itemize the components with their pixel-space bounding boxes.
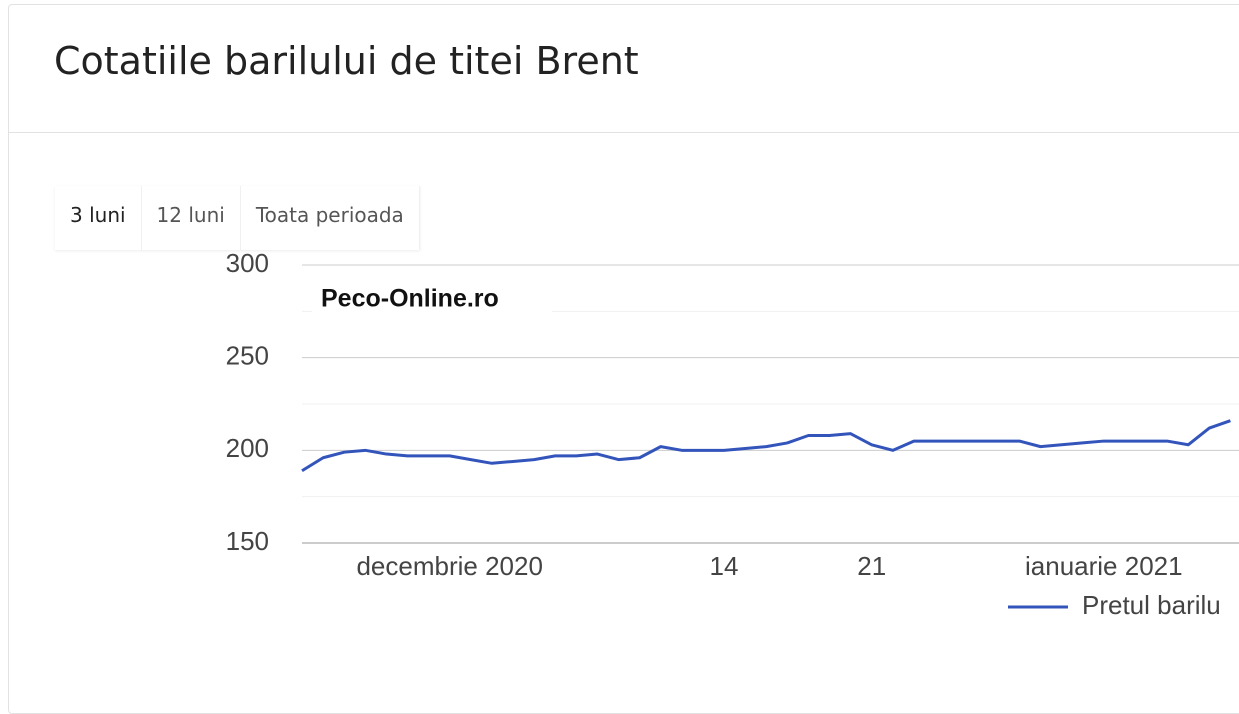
y-tick-label: 200 bbox=[226, 433, 269, 463]
tab[interactable]: 12 luni bbox=[142, 186, 241, 250]
x-tick-label: ianuarie 2021 bbox=[1025, 551, 1183, 581]
y-tick-label: 150 bbox=[226, 526, 269, 556]
annotation-bg bbox=[312, 282, 552, 316]
tab[interactable]: 3 luni bbox=[55, 186, 142, 250]
legend-label: Pretul barilu bbox=[1082, 590, 1221, 620]
series-line bbox=[301, 419, 1231, 472]
x-tick-label: 14 bbox=[710, 551, 739, 581]
card-header: Cotatiile barilului de titei Brent bbox=[9, 5, 1239, 133]
tab-bar: 3 luni 12 luni Toata perioada bbox=[55, 186, 420, 250]
tab[interactable]: Toata perioada bbox=[241, 186, 420, 250]
annotation: Peco-Online.ro bbox=[321, 285, 499, 313]
x-tick-label: 21 bbox=[857, 551, 886, 581]
y-tick-label: 250 bbox=[226, 341, 269, 371]
card-title: Cotatiile barilului de titei Brent bbox=[54, 39, 639, 83]
x-tick-label: decembrie 2020 bbox=[356, 551, 542, 581]
y-tick-label: 300 bbox=[226, 248, 269, 278]
